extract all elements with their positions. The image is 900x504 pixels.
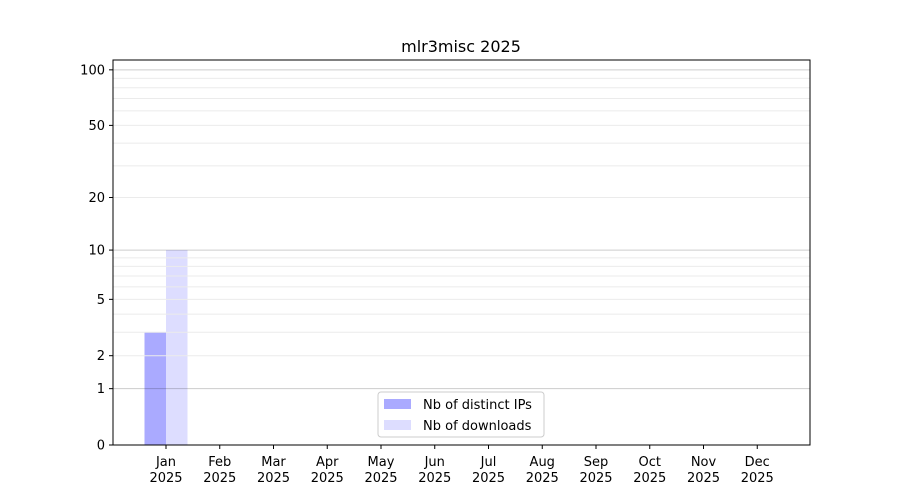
y-tick-label: 2 [97,349,105,364]
x-tick-label: 2025 [149,471,182,486]
y-tick-label: 50 [88,119,105,134]
legend-label-downloads: Nb of downloads [423,419,532,434]
legend-label-ips: Nb of distinct IPs [423,398,532,413]
legend: Nb of distinct IPs Nb of downloads [377,391,545,438]
x-tick-label: Feb [208,455,231,470]
bars [144,250,188,445]
x-tick-label: 2025 [311,471,344,486]
y-tick-label: 100 [80,63,105,78]
y-tick-label: 10 [88,244,105,259]
x-tick-label: 2025 [364,471,397,486]
x-tick-label: May [368,455,395,470]
bar-downloads [166,250,188,445]
y-tick-label: 5 [97,293,105,308]
y-tick-label: 20 [88,191,105,206]
legend-frame [377,391,545,438]
y-tick-label: 1 [97,382,105,397]
legend-swatch-ips [384,399,411,409]
chart-title: mlr3misc 2025 [401,37,521,56]
x-tick-label: 2025 [579,471,612,486]
x-tick-label: Nov [691,455,717,470]
x-tick-label: Jan [155,455,176,470]
x-tick-label: 2025 [418,471,451,486]
x-tick-label: Sep [584,455,609,470]
x-tick-label: Aug [530,455,555,470]
legend-swatch-downloads [384,420,411,430]
x-tick-label: Jul [480,455,497,470]
x-tick-label: 2025 [257,471,290,486]
x-tick-label: 2025 [526,471,559,486]
x-tick-label: 2025 [203,471,236,486]
x-tick-label: 2025 [472,471,505,486]
grid [113,69,810,390]
bar-distinct-ips [144,332,166,445]
x-tick-label: 2025 [633,471,666,486]
x-axis: Jan2025Feb2025Mar2025Apr2025May2025Jun20… [149,445,774,486]
x-tick-label: Dec [745,455,770,470]
x-tick-label: Jun [424,455,445,470]
x-tick-label: Oct [639,455,661,470]
x-tick-label: 2025 [687,471,720,486]
y-axis: 0 1 2 5 10 20 50 100 [80,63,113,454]
y-tick-label: 0 [97,439,105,454]
x-tick-label: 2025 [741,471,774,486]
x-tick-label: Apr [316,455,339,470]
plot-frame [112,59,811,446]
x-tick-label: Mar [261,455,286,470]
